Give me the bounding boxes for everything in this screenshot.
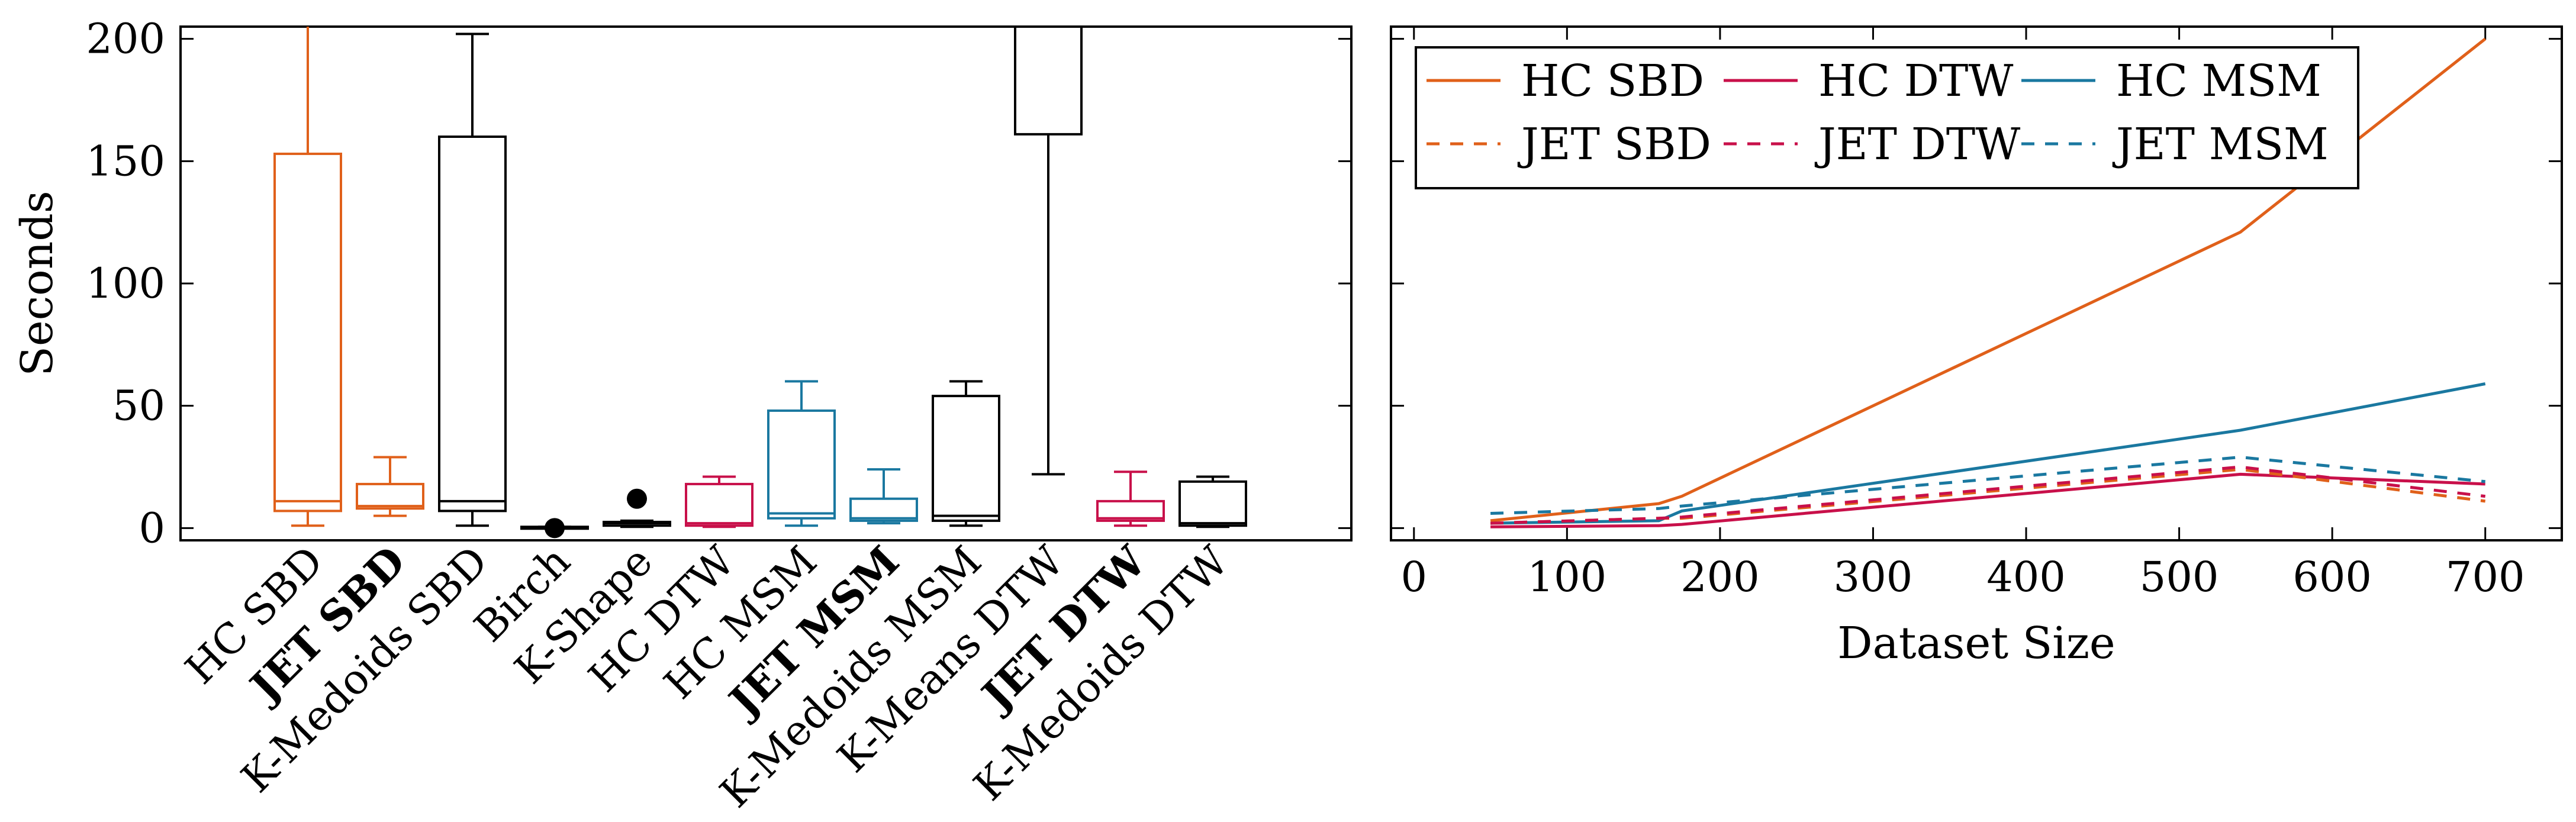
box-k-means-dtw [1014, 25, 1083, 476]
legend-label: JET MSM [2112, 119, 2329, 170]
legend: HC SBD HC DTW HC MSM JET SBD JET DTW JET MSM [1415, 46, 2359, 189]
line-chart-panel: 0 100 200 300 400 500 600 700 Dataset Size HC S… [1390, 25, 2563, 669]
legend-frame [1415, 46, 2359, 189]
box-iqr [1178, 480, 1247, 527]
outlier-point [545, 518, 565, 539]
box-k-medoids-sbd [438, 33, 507, 527]
series-line-jet-dtw [1490, 465, 2485, 525]
box-iqr [767, 409, 836, 520]
x-tick-label: 300 [1834, 553, 1913, 601]
x-tick-label: 500 [2140, 553, 2219, 601]
legend-label: HC SBD [1521, 56, 1704, 107]
box-iqr [932, 395, 1000, 522]
series-line-hc-msm [1490, 382, 2486, 525]
box-iqr [1096, 499, 1165, 522]
box-iqr [273, 152, 342, 512]
legend-entry: HC DTW [1724, 56, 2013, 107]
box-iqr [685, 482, 754, 527]
x-tick-label: 700 [2446, 553, 2525, 601]
y-tick-label: 0 [139, 504, 165, 552]
box-jet-dtw [1096, 470, 1165, 527]
box-jet-sbd [356, 456, 424, 517]
box-iqr [849, 497, 918, 522]
box-jet-msm [849, 468, 918, 525]
x-tick-label: 0 [1401, 553, 1428, 601]
boxplot-frame [179, 25, 1353, 541]
legend-label: JET DTW [1814, 119, 2020, 170]
legend-label: JET SBD [1517, 119, 1711, 170]
box-iqr [438, 136, 507, 512]
outlier-point [627, 488, 647, 509]
legend-label: HC MSM [2116, 56, 2321, 107]
x-tick-label: 600 [2292, 553, 2372, 601]
box-hc-dtw [685, 475, 754, 528]
x-axis-label: Dataset Size [1837, 618, 2115, 669]
box-hc-msm [767, 380, 836, 527]
x-tick-label: 200 [1680, 553, 1760, 601]
box-iqr [356, 482, 424, 510]
box-iqr [1014, 25, 1083, 136]
series-line-jet-msm [1490, 455, 2485, 515]
box-k-medoids-msm [932, 380, 1000, 527]
y-axis-label: Seconds [12, 191, 63, 376]
legend-entry: HC SBD [1427, 56, 1704, 107]
legend-entry: JET SBD [1427, 119, 1711, 170]
legend-entry: JET MSM [2021, 119, 2329, 170]
y-tick-label: 150 [86, 137, 165, 185]
legend-entry: JET DTW [1724, 119, 2020, 170]
y-tick-label: 100 [86, 259, 165, 308]
legend-label: HC DTW [1818, 56, 2013, 107]
x-tick-label: 100 [1528, 553, 1607, 601]
y-tick-label: 200 [86, 15, 165, 63]
box-k-shape [603, 488, 671, 528]
box-birch [520, 518, 589, 539]
y-tick-label: 50 [112, 382, 165, 430]
box-k-medoids-dtw [1178, 475, 1247, 528]
legend-entry: HC MSM [2021, 56, 2321, 107]
x-tick-label: 400 [1986, 553, 2066, 601]
box-hc-sbd [273, 27, 342, 527]
